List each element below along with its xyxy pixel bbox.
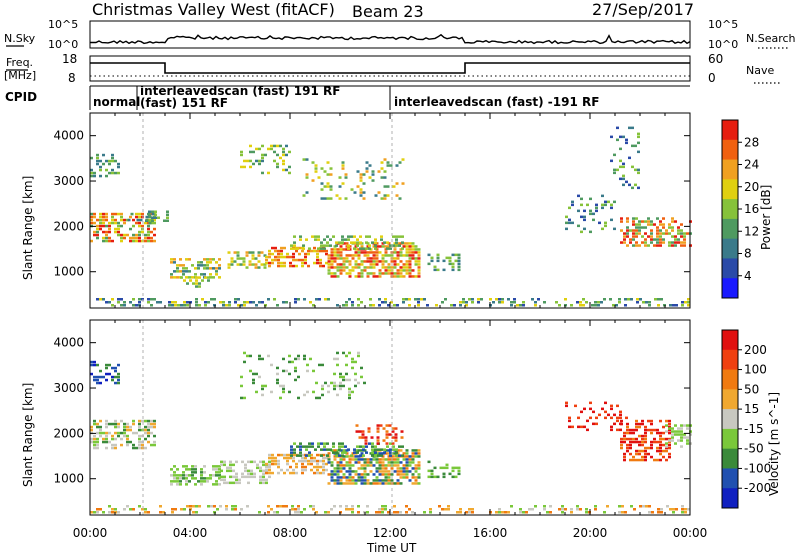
nsky-label: N.Sky bbox=[4, 32, 36, 45]
nsearch-tick-top: 10^5 bbox=[708, 18, 738, 31]
power-ticks-ytick-0: 4000 bbox=[53, 129, 84, 143]
velocity-scatter bbox=[90, 351, 692, 514]
vel-cbar-tick-4: -15 bbox=[744, 422, 764, 436]
velocity-ylabel: Slant Range [km] bbox=[21, 383, 35, 487]
vel-cbar-swatch-8 bbox=[722, 488, 738, 509]
freq-trace bbox=[90, 62, 690, 74]
nave-label: Nave bbox=[746, 64, 774, 77]
vel-cbar-swatch-2 bbox=[722, 369, 738, 390]
nsearch-tick-bottom: 10^0 bbox=[708, 38, 738, 51]
x-tick-2: 08:00 bbox=[273, 526, 308, 540]
power-cbar-tick-6: 4 bbox=[744, 269, 752, 283]
velocity-panel: 4000 3000 2000 1000 Slant Range [km] bbox=[21, 319, 692, 516]
power-colorbar-label: Power [dB] bbox=[759, 185, 773, 250]
power-cbar-tick-5: 8 bbox=[744, 247, 752, 261]
vel-cbar-swatch-3 bbox=[722, 389, 738, 410]
freq-label-bottom: [MHz] bbox=[4, 69, 36, 82]
nsky-tick-top: 10^5 bbox=[48, 18, 78, 31]
velocity-axis: 4000 3000 2000 1000 bbox=[53, 320, 691, 515]
power-cbar-tick-2: 20 bbox=[744, 180, 759, 194]
nave-tick-bottom: 0 bbox=[708, 71, 716, 85]
vel-cbar-swatch-6 bbox=[722, 448, 738, 469]
time-axis: 00:00 04:00 08:00 12:00 16:00 20:00 00:00 bbox=[73, 526, 708, 540]
vel-cbar-tick-3: 15 bbox=[744, 402, 759, 416]
vel-cbar-swatch-5 bbox=[722, 428, 738, 450]
power-ticks-ytick-2: 2000 bbox=[53, 219, 84, 233]
power-cbar-swatch-2 bbox=[722, 159, 738, 180]
cpid-segment-interleaved-191: interleavedscan (fast) 191 RF bbox=[140, 84, 340, 98]
power-cbar-swatch-3 bbox=[722, 179, 738, 200]
x-tick-1: 04:00 bbox=[173, 526, 208, 540]
power-cbar-tick-1: 24 bbox=[744, 158, 759, 172]
velocity-colorbar-label: Velocity [m s^-1] bbox=[767, 392, 781, 496]
x-tick-6: 00:00 bbox=[673, 526, 708, 540]
x-tick-5: 20:00 bbox=[573, 526, 608, 540]
power-cbar-swatch-7 bbox=[722, 258, 738, 279]
cpid-segment-interleaved-neg191: interleavedscan (fast) -191 RF bbox=[394, 95, 599, 109]
vel-ticks-ytick-1: 3000 bbox=[53, 381, 84, 395]
power-axis: 4000 3000 2000 1000 bbox=[53, 113, 691, 308]
vel-ticks-ytick-2: 2000 bbox=[53, 426, 84, 440]
freq-panel-frame bbox=[89, 55, 691, 82]
x-tick-0: 00:00 bbox=[73, 526, 108, 540]
power-panel: 4000 3000 2000 1000 Slant Range [km] bbox=[21, 112, 692, 309]
vel-cbar-swatch-0 bbox=[722, 330, 738, 351]
power-cbar-tick-3: 16 bbox=[744, 202, 759, 216]
cpid-segment-151: (fast) 151 RF bbox=[140, 96, 228, 110]
power-cbar-swatch-4 bbox=[722, 199, 738, 220]
freq-label-top: Freq. bbox=[6, 56, 33, 69]
x-tick-4: 16:00 bbox=[473, 526, 508, 540]
cpid-label: CPID bbox=[5, 90, 37, 104]
vel-cbar-swatch-4 bbox=[722, 409, 738, 430]
freq-tick-top: 18 bbox=[62, 52, 77, 66]
noise-trace bbox=[89, 33, 691, 45]
vel-cbar-tick-1: 100 bbox=[744, 363, 767, 377]
power-cbar-swatch-5 bbox=[722, 218, 738, 240]
vel-cbar-tick-5: -50 bbox=[744, 442, 764, 456]
beam-label: Beam 23 bbox=[352, 2, 424, 21]
power-cbar-swatch-0 bbox=[722, 120, 738, 141]
vel-cbar-tick-7: -200 bbox=[744, 481, 771, 495]
x-tick-3: 12:00 bbox=[373, 526, 408, 540]
velocity-panel-frame bbox=[89, 319, 691, 516]
power-cbar-swatch-8 bbox=[722, 278, 738, 299]
date-label: 27/Sep/2017 bbox=[592, 0, 694, 19]
nsearch-label: N.Search bbox=[746, 32, 796, 45]
freq-tick-bottom: 8 bbox=[68, 71, 76, 85]
power-ylabel: Slant Range [km] bbox=[21, 176, 35, 280]
vel-cbar-tick-0: 200 bbox=[744, 343, 767, 357]
vel-cbar-swatch-7 bbox=[722, 468, 738, 489]
power-cbar-swatch-1 bbox=[722, 139, 738, 161]
time-axis-label: Time UT bbox=[366, 541, 417, 554]
vel-cbar-tick-2: 50 bbox=[744, 382, 759, 396]
vel-cbar-swatch-1 bbox=[722, 349, 738, 371]
velocity-colorbar: 200 100 50 15 -15 -50 -100 -200 bbox=[721, 329, 771, 509]
power-scatter bbox=[90, 126, 692, 307]
nsky-tick-bottom: 10^0 bbox=[48, 38, 78, 51]
power-cbar-tick-4: 12 bbox=[744, 224, 759, 238]
vel-ticks-ytick-0: 4000 bbox=[53, 336, 84, 350]
vel-cbar-tick-6: -100 bbox=[744, 461, 771, 475]
vel-ticks-ytick-3: 1000 bbox=[53, 472, 84, 486]
power-cbar-swatch-6 bbox=[722, 238, 738, 259]
power-ticks-ytick-1: 3000 bbox=[53, 174, 84, 188]
power-cbar-tick-0: 28 bbox=[744, 135, 759, 149]
nave-tick-top: 60 bbox=[708, 52, 723, 66]
power-ticks-ytick-3: 1000 bbox=[53, 265, 84, 279]
cpid-segment-normal: normal bbox=[93, 95, 140, 109]
power-colorbar: 28 24 20 16 12 8 4 bbox=[721, 119, 759, 299]
figure-title: Christmas Valley West (fitACF) bbox=[92, 0, 335, 19]
noise-panel-frame bbox=[89, 20, 691, 49]
